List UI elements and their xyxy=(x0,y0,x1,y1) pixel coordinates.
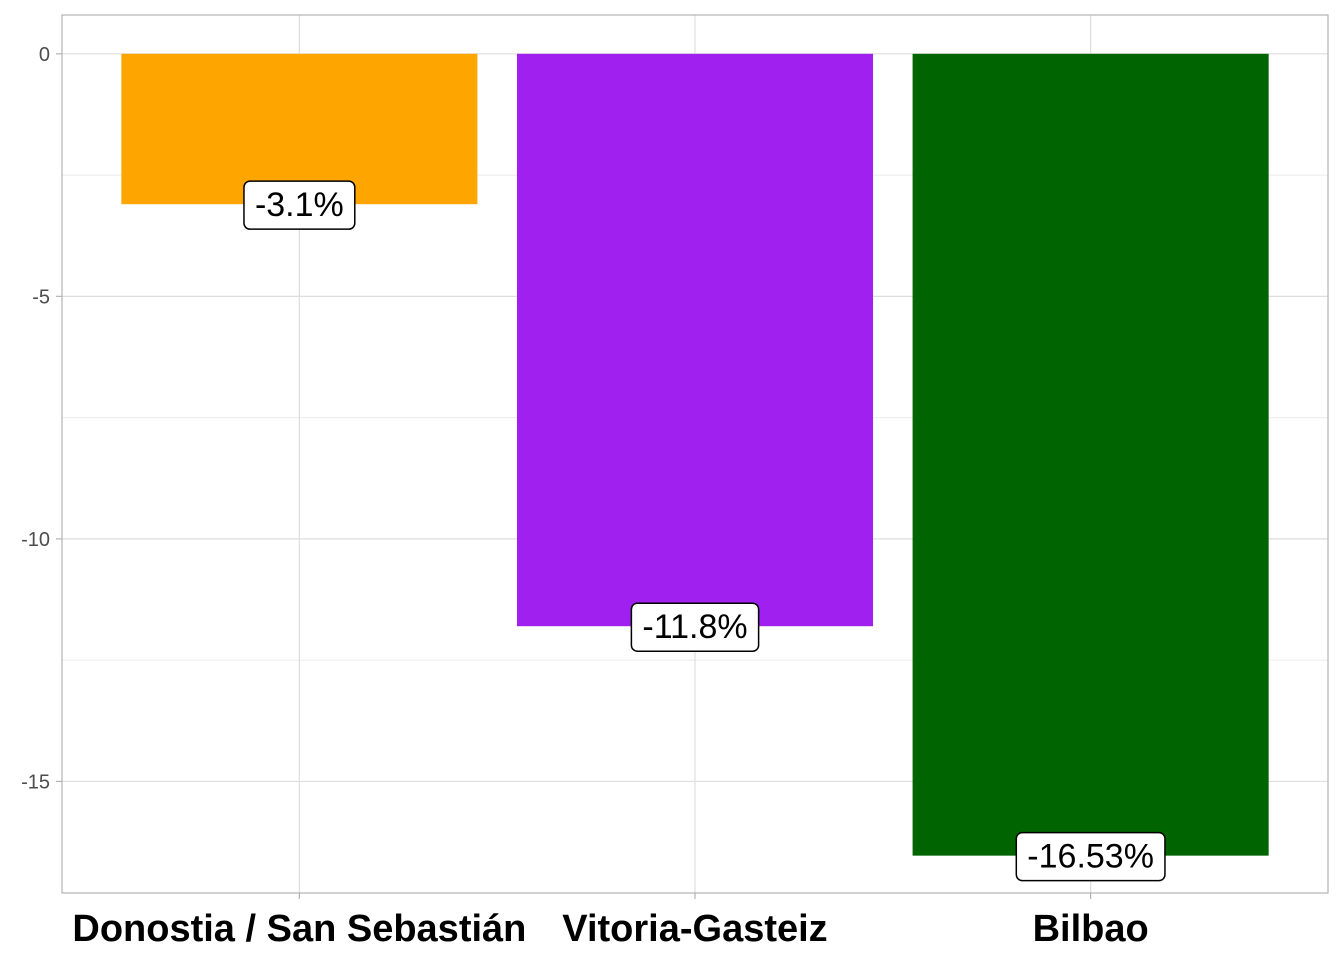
y-tick-label: -10 xyxy=(21,529,50,551)
bars xyxy=(121,53,1269,856)
bar xyxy=(912,53,1269,856)
data-labels: -3.1% -11.8% -16.53% xyxy=(243,180,1166,882)
data-label: -3.1% xyxy=(255,186,344,224)
bar xyxy=(121,53,478,205)
data-label: -11.8% xyxy=(642,608,747,646)
data-label-box xyxy=(243,180,356,230)
data-label-box xyxy=(1015,831,1166,882)
y-tick-label: -15 xyxy=(21,771,50,793)
x-tick-label: Vitoria-Gasteiz xyxy=(562,908,827,950)
data-label-group: -11.8% xyxy=(630,602,760,652)
y-axis: 0 -5 -10 -15 xyxy=(21,44,62,793)
data-label: -16.53% xyxy=(1027,838,1154,876)
x-tick-label: Bilbao xyxy=(1033,908,1149,950)
x-axis: Donostia / San Sebastián Vitoria-Gasteiz B… xyxy=(72,893,1149,950)
x-tick-label: Donostia / San Sebastián xyxy=(72,908,526,950)
data-label-box xyxy=(630,602,760,652)
data-label-group: -3.1% xyxy=(243,180,356,230)
bar xyxy=(516,53,874,627)
data-label-group: -16.53% xyxy=(1015,831,1166,882)
y-tick-label: 0 xyxy=(39,44,50,66)
y-tick-label: -5 xyxy=(32,286,50,308)
